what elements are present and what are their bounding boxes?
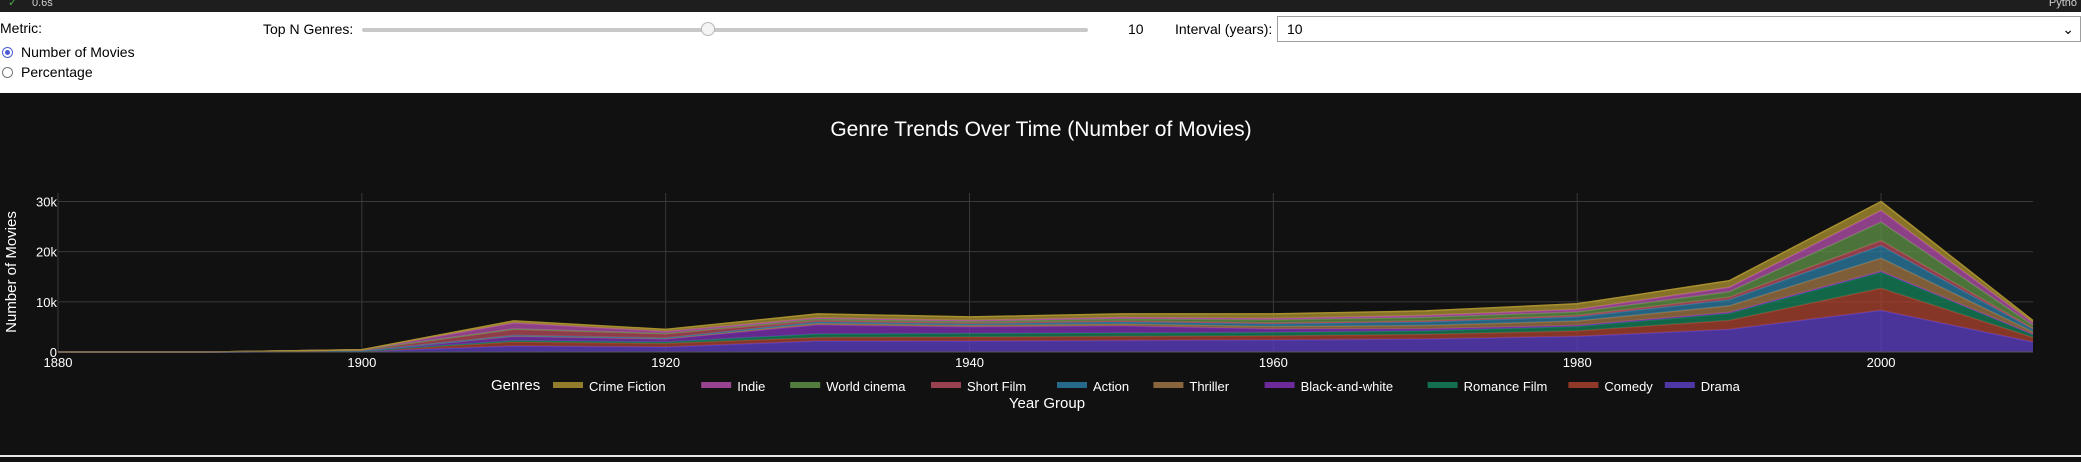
- kernel-name: Pytho: [2048, 0, 2077, 9]
- legend-item-black-and-white[interactable]: Black-and-white: [1264, 379, 1394, 394]
- chart-container: 1880 1900 1920 1940 1960 1980 2000 0 10k 20k 30k G…: [0, 93, 2081, 455]
- interval-select[interactable]: 10 ⌄: [1277, 16, 2081, 42]
- radio-button[interactable]: [2, 66, 13, 78]
- legend-label: Drama: [1701, 379, 1741, 394]
- radio-button-checked[interactable]: [2, 46, 13, 58]
- legend-label: Romance Film: [1464, 379, 1548, 394]
- legend-swatch: [1427, 382, 1458, 388]
- legend-item-comedy[interactable]: Comedy: [1568, 379, 1653, 394]
- legend-label: Action: [1093, 379, 1129, 394]
- output-footer: [0, 457, 2081, 462]
- legend-swatch: [1664, 382, 1695, 388]
- cell-divider: [0, 455, 2081, 457]
- stacked-area-chart: 1880 1900 1920 1940 1960 1980 2000 0 10k 20k 30k G…: [3, 118, 2034, 412]
- success-check-icon: ✓: [8, 0, 18, 9]
- legend-label: Indie: [737, 379, 765, 394]
- legend-item-short-film[interactable]: Short Film: [931, 379, 1026, 394]
- area-series-romance-film: [58, 272, 2033, 352]
- top-n-slider[interactable]: [362, 22, 1088, 36]
- x-tick-label: 1960: [1259, 355, 1288, 370]
- legend-item-thriller[interactable]: Thriller: [1153, 379, 1230, 394]
- legend-label: Thriller: [1189, 379, 1229, 394]
- legend-swatch: [931, 382, 961, 388]
- legend-title: Genres: [491, 377, 540, 394]
- legend-item-indie[interactable]: Indie: [701, 379, 765, 394]
- y-tick-label: 20k: [36, 245, 57, 260]
- legend-label: World cinema: [826, 379, 906, 394]
- legend-swatch: [1057, 382, 1087, 388]
- y-tick-label: 0: [50, 345, 57, 360]
- legend-swatch: [553, 382, 583, 388]
- metric-option-label: Percentage: [21, 64, 93, 80]
- y-tick-label: 10k: [36, 295, 57, 310]
- x-tick-label: 1920: [651, 355, 680, 370]
- y-axis-title: Number of Movies: [3, 211, 20, 333]
- legend-swatch: [701, 382, 732, 388]
- metric-option-percentage[interactable]: Percentage: [2, 64, 93, 80]
- area-series-line: [58, 200, 2034, 353]
- legend-item-action[interactable]: Action: [1057, 379, 1129, 394]
- y-tick-label: 30k: [36, 195, 57, 210]
- x-tick-label: 2000: [1867, 355, 1896, 370]
- legend-swatch: [1568, 382, 1599, 388]
- axes: 1880 1900 1920 1940 1960 1980 2000 0 10k 20k 30k: [36, 195, 2033, 370]
- slider-handle[interactable]: [700, 22, 715, 36]
- legend-label: Short Film: [967, 379, 1026, 394]
- top-n-value: 10: [1128, 21, 1144, 37]
- controls-panel: Metric: Number of Movies Percentage Top …: [0, 12, 2081, 93]
- interval-selected-value: 10: [1287, 21, 1303, 37]
- legend-label: Comedy: [1604, 379, 1653, 394]
- x-tick-label: 1940: [955, 355, 984, 370]
- top-n-label: Top N Genres:: [263, 21, 354, 37]
- area-series: [58, 200, 2034, 353]
- x-tick-label: 1900: [347, 355, 376, 370]
- cell-status-bar: ✓ 0.6s Pytho: [0, 0, 2081, 12]
- legend: Genres Crime Fiction Indie World cinema Sho…: [491, 377, 1741, 394]
- chevron-down-icon: ⌄: [2062, 21, 2074, 37]
- metric-option-number-of-movies[interactable]: Number of Movies: [2, 44, 135, 60]
- legend-item-romance-film[interactable]: Romance Film: [1427, 379, 1548, 394]
- x-axis-title: Year Group: [1009, 395, 1085, 412]
- interval-label: Interval (years):: [1175, 21, 1273, 37]
- area-series-drama: [58, 310, 2033, 352]
- x-tick-label: 1980: [1563, 355, 1592, 370]
- metric-option-label: Number of Movies: [21, 44, 135, 60]
- legend-item-drama[interactable]: Drama: [1664, 379, 1741, 394]
- legend-swatch: [1264, 382, 1295, 388]
- chart-title: Genre Trends Over Time (Number of Movies…: [830, 118, 1251, 141]
- legend-swatch: [1153, 382, 1184, 388]
- metric-label: Metric:: [0, 20, 42, 36]
- legend-label: Crime Fiction: [589, 379, 666, 394]
- legend-label: Black-and-white: [1301, 379, 1394, 394]
- legend-swatch: [790, 382, 821, 388]
- area-series-comedy: [58, 288, 2033, 352]
- x-tick-label: 1880: [44, 355, 73, 370]
- legend-item-world-cinema[interactable]: World cinema: [790, 379, 906, 394]
- legend-item-crime-fiction[interactable]: Crime Fiction: [553, 379, 666, 394]
- execution-time: 0.6s: [32, 0, 53, 9]
